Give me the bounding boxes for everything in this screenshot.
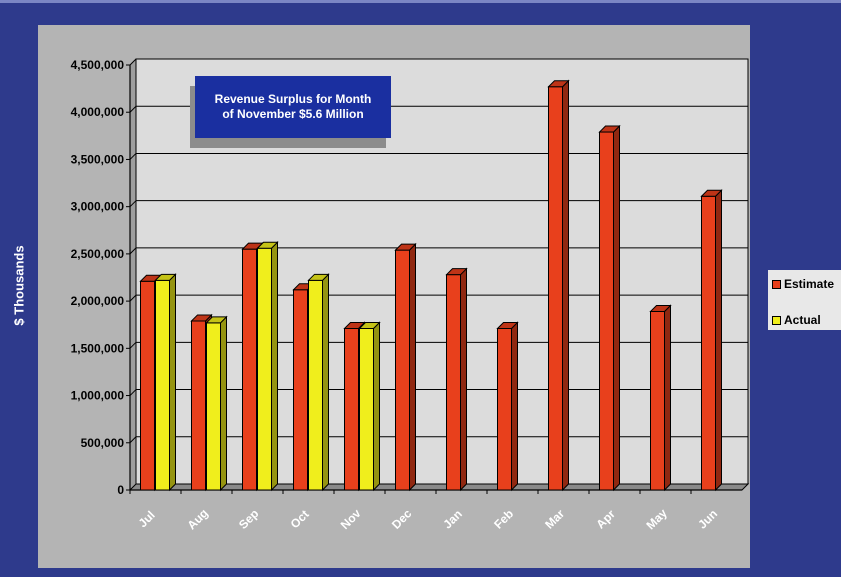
y-tick-label: 2,500,000: [71, 247, 125, 261]
estimate-bar-jul: [140, 280, 155, 491]
legend-label-actual: Actual: [784, 313, 821, 327]
plot-side-wall: [130, 59, 136, 490]
estimate-bar-sep: [242, 248, 257, 491]
legend: Estimate Actual: [768, 270, 841, 330]
gridline-side: [129, 247, 137, 255]
actual-bar-sep-side: [271, 241, 278, 492]
estimate-bar-jun-top: [700, 189, 723, 197]
y-tick-label: 1,500,000: [71, 341, 125, 355]
x-tick-label-feb: Feb: [491, 507, 516, 532]
estimate-bar-nov: [344, 328, 359, 491]
actual-bar-nov-side: [373, 321, 380, 492]
estimate-bar-dec-side: [409, 242, 416, 492]
estimate-bar-feb-side: [511, 321, 518, 492]
x-tick-label-may: May: [643, 506, 670, 533]
estimate-bar-jun: [701, 195, 716, 491]
actual-bar-oct-side: [322, 273, 329, 492]
estimate-bar-jan: [446, 274, 461, 491]
gridline-side: [129, 105, 137, 113]
actual-bar-jul-top: [154, 273, 177, 281]
x-tick-label-mar: Mar: [542, 506, 567, 531]
gridline-side: [129, 153, 137, 160]
actual-bar-jul-side: [169, 273, 176, 492]
annotation-box: Revenue Surplus for Month of November $5…: [195, 76, 391, 138]
x-tick-label-sep: Sep: [236, 506, 261, 531]
x-tick-label-aug: Aug: [184, 506, 210, 532]
annotation-line-1: Revenue Surplus for Month: [214, 92, 372, 106]
estimate-bar-aug-top: [190, 314, 213, 322]
y-tick-label: 500,000: [81, 436, 125, 450]
x-tick-label-oct: Oct: [288, 507, 312, 531]
actual-bar-aug: [206, 322, 221, 491]
estimate-bar-apr-side: [613, 124, 620, 492]
estimate-bar-jan-top: [445, 268, 468, 276]
x-tick-label-apr: Apr: [593, 507, 618, 532]
legend-item-actual: Actual: [772, 313, 821, 327]
estimate-bar-nov-top: [343, 322, 366, 329]
actual-bar-aug-top: [205, 316, 228, 324]
estimate-bar-dec-top: [394, 243, 417, 251]
actual-bar-oct-top: [307, 273, 330, 281]
legend-item-estimate: Estimate: [772, 277, 834, 291]
actual-bar-aug-side: [220, 315, 227, 492]
legend-swatch-estimate: [772, 279, 781, 289]
actual-bar-oct: [308, 279, 323, 491]
actual-bar-nov-top: [358, 322, 381, 329]
y-tick-label: 3,500,000: [71, 152, 125, 166]
y-tick-label: 0: [117, 483, 124, 497]
estimate-bar-may-side: [664, 304, 671, 492]
x-tick-label-jun: Jun: [695, 507, 720, 532]
y-tick-label: 3,000,000: [71, 200, 125, 214]
estimate-bar-mar-side: [562, 79, 569, 492]
gridline-side: [129, 389, 137, 396]
estimate-bar-feb-top: [496, 322, 519, 329]
estimate-bar-feb: [497, 328, 512, 491]
legend-swatch-actual: [772, 315, 781, 325]
estimate-bar-apr-top: [598, 125, 621, 133]
gridline-side: [129, 436, 137, 444]
actual-bar-sep-top: [256, 241, 279, 249]
x-tick-label-jul: Jul: [136, 508, 158, 530]
estimate-bar-mar-top: [547, 80, 570, 88]
y-tick-label: 2,000,000: [71, 294, 125, 308]
actual-bar-nov: [359, 328, 374, 491]
gridline-side: [129, 200, 137, 208]
estimate-bar-aug: [191, 320, 206, 491]
annotation-line-2: of November $5.6 Million: [222, 107, 364, 121]
estimate-bar-mar: [548, 86, 563, 491]
estimate-bar-may-top: [649, 305, 672, 312]
estimate-bar-dec: [395, 249, 410, 491]
gridline-side: [129, 341, 137, 349]
actual-bar-jul: [155, 279, 170, 491]
estimate-bar-oct: [293, 289, 308, 491]
estimate-bar-may: [650, 311, 665, 491]
legend-label-estimate: Estimate: [784, 277, 835, 291]
estimate-bar-apr: [599, 131, 614, 491]
actual-bar-sep: [257, 247, 272, 491]
estimate-bar-jan-side: [460, 267, 467, 492]
gridline-side: [129, 58, 137, 66]
x-tick-label-nov: Nov: [338, 506, 364, 532]
y-tick-label: 4,500,000: [71, 58, 125, 72]
top-divider: [0, 0, 841, 3]
y-tick-label: 1,000,000: [71, 389, 125, 403]
y-tick-label: 4,000,000: [71, 105, 125, 119]
x-tick-label-jan: Jan: [440, 507, 465, 532]
gridline-side: [129, 294, 137, 302]
estimate-bar-jun-side: [715, 189, 722, 492]
x-tick-label-dec: Dec: [389, 506, 415, 532]
